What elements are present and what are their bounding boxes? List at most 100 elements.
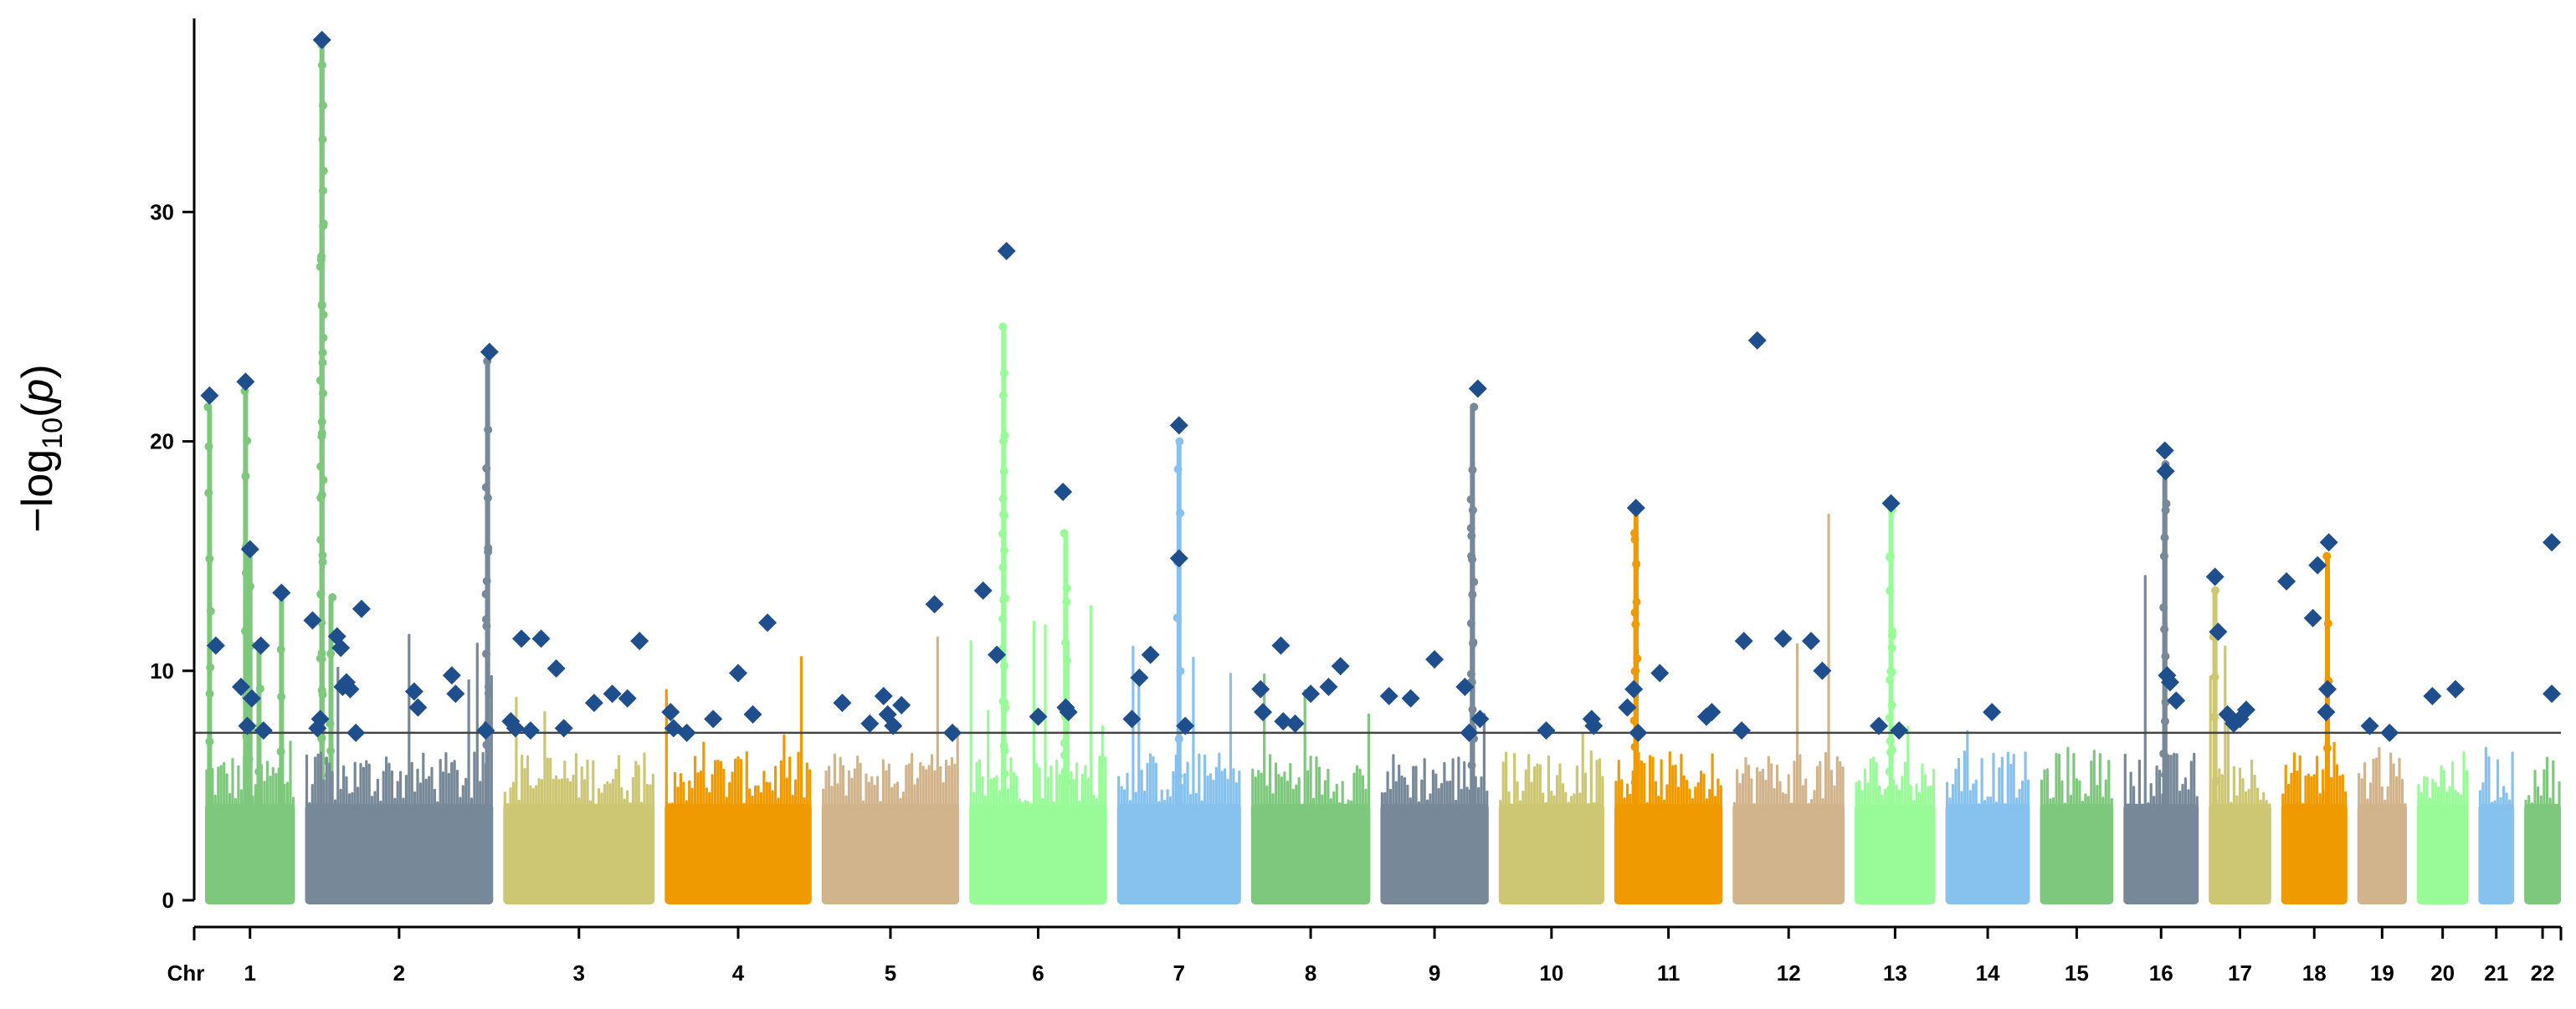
snp-point (241, 627, 249, 636)
chr-20-points (2416, 751, 2469, 904)
snp-column (1329, 798, 1332, 809)
snp-column (2490, 802, 2494, 809)
snp-column (1676, 786, 1681, 809)
snp-column (410, 761, 413, 809)
snp-column (408, 633, 411, 809)
chr-label-1: 1 (244, 960, 256, 986)
snp-column (1640, 760, 1643, 809)
snp-column (2366, 798, 2369, 809)
snp-column (1573, 793, 1576, 809)
snp-column (1875, 761, 1878, 809)
chr-14-base-band (1945, 803, 2030, 904)
lead-snp-marker (1029, 707, 1048, 726)
snp-column (2247, 788, 2250, 809)
snp-point (254, 767, 264, 776)
snp-column (2051, 797, 2055, 809)
snp-point (1176, 667, 1185, 676)
snp-column (2296, 771, 2299, 809)
snp-column (1291, 788, 1295, 809)
snp-column (2363, 761, 2367, 809)
lead-snp-marker (200, 386, 219, 405)
snp-column (921, 766, 925, 809)
snp-column (2460, 795, 2463, 809)
chr-12-points (1732, 513, 1845, 904)
snp-column (1214, 766, 1218, 809)
snp-column (2143, 575, 2147, 809)
snp-column (690, 787, 694, 809)
snp-column (899, 797, 902, 809)
snp-spike (279, 595, 285, 809)
chr-11-base-band (1614, 803, 1723, 904)
snp-column (1824, 751, 1828, 809)
snp-column (1700, 770, 1703, 809)
lead-snp-marker (512, 629, 531, 648)
snp-column (1128, 800, 1132, 809)
snp-column (316, 753, 320, 809)
chr-6-points (969, 322, 1107, 904)
snp-column (1505, 751, 1508, 809)
lead-snp-marker (2156, 462, 2175, 481)
chr-1-points (203, 40, 337, 904)
snp-column (637, 765, 640, 809)
snp-column (1552, 795, 1556, 809)
snp-column (404, 775, 408, 809)
snp-point (999, 661, 1008, 670)
snp-point (2162, 499, 2171, 509)
chr-label-18: 18 (2302, 960, 2327, 986)
snp-column (2558, 781, 2561, 809)
snp-column (2256, 787, 2260, 809)
lead-snp-marker (618, 689, 637, 708)
snp-column (1869, 758, 1872, 809)
snp-column (1974, 779, 1978, 809)
snp-column (2018, 788, 2021, 809)
snp-column (2508, 799, 2512, 809)
snp-point (1000, 698, 1008, 707)
snp-point (205, 554, 214, 563)
snp-column (1463, 761, 1466, 809)
snp-column (2543, 769, 2546, 809)
snp-column (1131, 645, 1135, 809)
snp-column (699, 771, 702, 809)
snp-column (2072, 752, 2076, 809)
snp-column (1761, 768, 1765, 809)
chr-label-12: 12 (1777, 960, 1801, 986)
snp-column (2344, 791, 2348, 809)
lead-snp-marker (1537, 721, 1556, 740)
snp-column (694, 755, 697, 809)
snp-column (1764, 779, 1768, 809)
chr-16-base-band (2123, 803, 2199, 904)
snp-column (2101, 796, 2105, 809)
snp-column (1137, 669, 1141, 809)
snp-column (1601, 776, 1604, 809)
snp-column (2084, 793, 2087, 809)
snp-column (1380, 791, 1383, 809)
snp-column (2398, 757, 2401, 809)
snp-point (2211, 586, 2219, 595)
lead-snp-marker (584, 694, 603, 713)
snp-column (1732, 802, 1736, 809)
snp-column (1198, 753, 1201, 809)
snp-column (1946, 781, 1949, 809)
snp-column (1542, 792, 1545, 809)
snp-column (2262, 791, 2266, 809)
snp-column (2265, 800, 2268, 809)
snp-column (623, 798, 626, 809)
chr-label-16: 16 (2149, 960, 2173, 986)
snp-column (1257, 770, 1260, 809)
lead-snp-marker (236, 372, 255, 392)
snp-column (2404, 802, 2407, 809)
snp-column (1815, 766, 1819, 809)
chr-label-21: 21 (2484, 960, 2508, 986)
snp-column (453, 760, 456, 809)
snp-column (237, 765, 240, 809)
snp-column (2511, 751, 2514, 809)
lead-snp-marker (2155, 441, 2174, 460)
snp-column (828, 766, 831, 809)
snp-spike (2212, 590, 2218, 809)
snp-column (1055, 759, 1059, 809)
snp-column (1352, 772, 1356, 809)
lead-snp-marker (408, 698, 428, 717)
snp-column (1550, 791, 1553, 809)
chr-17-points (2209, 586, 2271, 904)
snp-column (2341, 774, 2344, 809)
